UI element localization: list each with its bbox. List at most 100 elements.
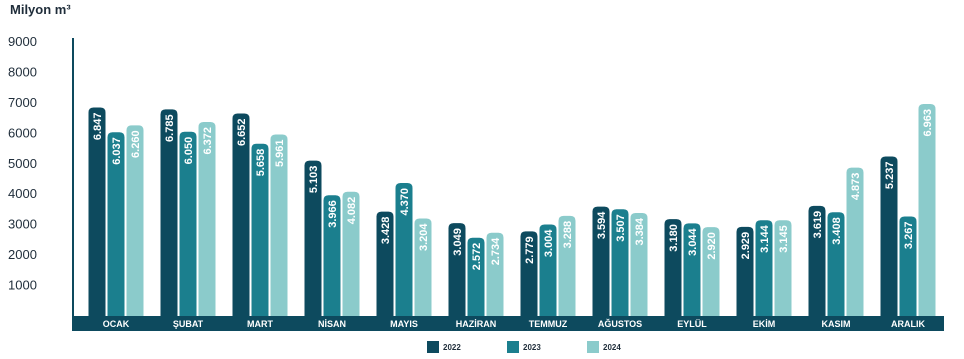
x-category-label: TEMMUZ	[529, 319, 568, 329]
x-category-label: EKİM	[753, 319, 776, 329]
data-label: 3.145	[778, 225, 790, 253]
data-label: 2.920	[706, 232, 718, 260]
legend-label: 2022	[443, 343, 461, 352]
data-label: 3.384	[634, 217, 646, 245]
bar-2022-1	[160, 109, 178, 320]
legend-swatch-2023	[507, 341, 519, 353]
data-label: 2.734	[490, 237, 502, 265]
y-tick-label: 1000	[8, 278, 37, 293]
bar-2023-3	[323, 195, 341, 320]
x-category-label: OCAK	[103, 319, 130, 329]
bar-2024-1	[198, 122, 216, 321]
category-band: OCAK ŞUBAT MART NİSAN MAYIS HAZİRAN TEMMUZ AĞUS…	[73, 316, 944, 331]
bar-2022-6	[520, 231, 538, 320]
data-label: 3.049	[452, 228, 464, 256]
data-label: 4.873	[850, 173, 862, 201]
bar-2024-4	[414, 218, 432, 320]
bar-2024-11	[918, 104, 936, 320]
data-label: 5.961	[274, 140, 286, 168]
data-label: 6.050	[183, 137, 195, 165]
bar-2023-2	[251, 143, 269, 320]
bar-2024-5	[486, 232, 504, 320]
bar-2023-6	[539, 224, 557, 320]
bar-2024-6	[558, 215, 576, 320]
data-label: 3.204	[418, 223, 430, 251]
bar-2022-4	[376, 211, 394, 320]
data-label: 3.288	[562, 221, 574, 249]
x-category-label: NİSAN	[318, 319, 346, 329]
data-label: 3.180	[668, 224, 680, 252]
category-band-background	[73, 316, 944, 331]
bar-2022-2	[232, 113, 250, 321]
data-label: 3.044	[687, 227, 699, 255]
legend: 2022 2023 2024	[427, 341, 621, 353]
bar-2022-10	[808, 205, 826, 320]
bars: 6.847 6.037 6.260 6.785 6.050 6.372 6.652 5.658…	[88, 104, 936, 321]
data-label: 3.594	[596, 211, 608, 239]
data-label: 5.658	[255, 149, 267, 177]
bar-2023-7	[611, 209, 629, 320]
data-label: 3.004	[543, 229, 555, 257]
bar-2023-10	[827, 212, 845, 320]
x-category-label: ARALIK	[891, 319, 925, 329]
data-label: 6.847	[92, 113, 104, 141]
y-tick-label: 9000	[8, 34, 37, 49]
y-tick-label: 8000	[8, 64, 37, 79]
bar-2023-4	[395, 182, 413, 320]
bar-2022-11	[880, 156, 898, 320]
bar-2024-0	[126, 125, 144, 320]
data-label: 3.507	[615, 214, 627, 242]
bar-2022-5	[448, 223, 466, 320]
data-label: 6.785	[164, 114, 176, 142]
data-label: 3.267	[903, 222, 915, 250]
legend-label: 2023	[523, 343, 541, 352]
y-tick-label: 7000	[8, 95, 37, 110]
data-label: 3.408	[831, 217, 843, 245]
bar-2022-3	[304, 160, 322, 320]
y-tick-label: 2000	[8, 247, 37, 262]
data-label: 5.237	[884, 162, 896, 190]
data-label: 3.619	[812, 211, 824, 239]
bar-2022-0	[88, 107, 106, 320]
bar-2024-2	[270, 134, 288, 320]
data-label: 4.370	[399, 188, 411, 216]
legend-swatch-2024	[587, 341, 599, 353]
data-label: 2.572	[471, 243, 483, 271]
unit-label: Milyon m³	[10, 2, 71, 17]
bar-2023-1	[179, 131, 197, 320]
legend-label: 2024	[603, 343, 621, 352]
data-label: 2.779	[524, 236, 536, 264]
y-axis: 9000 8000 7000 6000 5000 4000 3000 2000 1000	[8, 34, 74, 331]
x-category-label: HAZİRAN	[456, 319, 497, 329]
bar-2022-7	[592, 206, 610, 320]
data-label: 3.428	[380, 217, 392, 245]
data-label: 6.963	[922, 109, 934, 137]
data-label: 6.372	[202, 127, 214, 155]
bar-2023-8	[683, 223, 701, 320]
x-category-label: ŞUBAT	[173, 319, 204, 329]
legend-swatch-2022	[427, 341, 439, 353]
data-label: 3.144	[759, 224, 771, 252]
x-category-label: MAYIS	[390, 319, 418, 329]
data-label: 6.037	[111, 137, 123, 165]
x-category-label: EYLÜL	[677, 319, 707, 329]
x-category-label: AĞUSTOS	[598, 318, 642, 329]
data-label: 4.082	[346, 197, 358, 225]
bar-2024-3	[342, 191, 360, 320]
bar-2023-9	[755, 220, 773, 320]
data-label: 6.652	[236, 118, 248, 146]
y-tick-label: 4000	[8, 186, 37, 201]
bar-2022-8	[664, 219, 682, 320]
bar-2023-0	[107, 132, 125, 320]
bar-2024-7	[630, 212, 648, 320]
bar-2023-11	[899, 216, 917, 320]
data-label: 6.260	[130, 130, 142, 158]
data-label: 3.966	[327, 200, 339, 228]
bar-2023-5	[467, 237, 485, 320]
y-tick-label: 5000	[8, 156, 37, 171]
y-tick-label: 3000	[8, 217, 37, 232]
bar-2024-10	[846, 167, 864, 320]
x-category-label: KASIM	[822, 319, 851, 329]
bar-2024-9	[774, 220, 792, 320]
